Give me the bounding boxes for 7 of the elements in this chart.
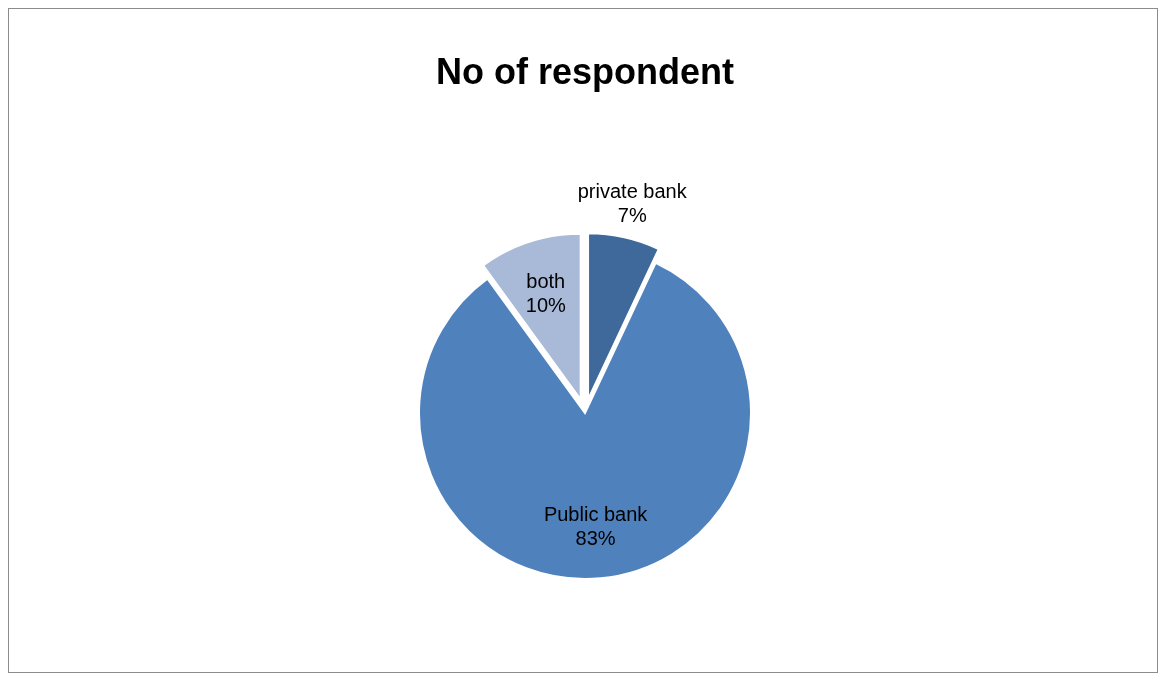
slice-label: both bbox=[526, 270, 566, 293]
slice-label: Public bank bbox=[543, 503, 649, 526]
slice-label: private bank bbox=[577, 179, 688, 202]
data-label: 7% bbox=[617, 203, 647, 226]
chart-title: No of respondent bbox=[436, 51, 734, 92]
data-label: 10% bbox=[525, 294, 567, 317]
data-label: 83% bbox=[575, 527, 616, 550]
